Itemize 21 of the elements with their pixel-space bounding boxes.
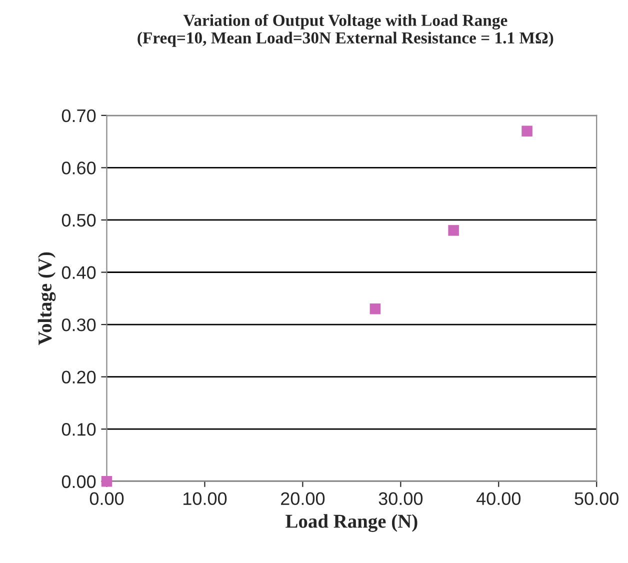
y-tick-label: 0.30 — [62, 318, 96, 332]
y-tick-label: 0.20 — [62, 370, 96, 384]
x-tick-label: 30.00 — [378, 492, 423, 506]
point — [101, 476, 112, 487]
point — [370, 303, 381, 314]
x-tick-label: 50.00 — [574, 492, 618, 506]
y-axis-title: Voltage (V) — [38, 252, 56, 346]
y-tick-label: 0.00 — [62, 475, 96, 488]
chart-title: Variation of Output Voltage with Load Range (Freq=10, Mean Load=30N External Resistance = 1.1 MΩ) — [138, 14, 554, 47]
x-axis-title: Load Range (N) — [286, 514, 418, 532]
y-tick-label: 0.40 — [62, 266, 96, 279]
y-tick-label: 0.70 — [62, 109, 96, 122]
y-tick-label: 0.60 — [62, 162, 96, 174]
y-tick-label: 0.10 — [62, 423, 96, 436]
x-tick-label: 40.00 — [476, 492, 521, 506]
x-tick-label: 10.00 — [184, 492, 227, 506]
x-tick-label: 20.00 — [281, 492, 325, 506]
x-tick-label: 0.00 — [90, 492, 124, 506]
point — [522, 126, 532, 136]
point — [448, 225, 459, 236]
y-tick-label: 0.50 — [62, 214, 96, 227]
